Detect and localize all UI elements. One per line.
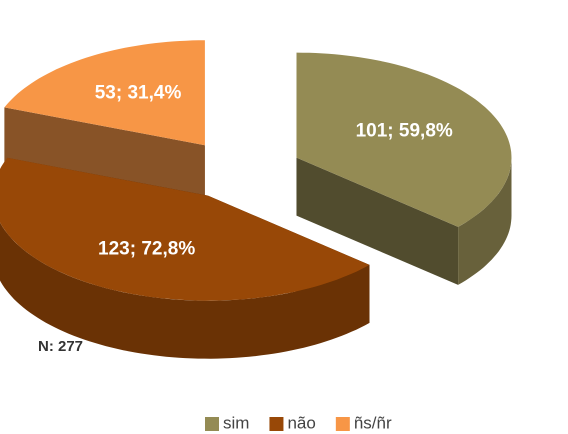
slice-wall	[0, 222, 370, 359]
pie-slice	[0, 157, 370, 359]
legend-label: sim	[223, 413, 249, 432]
slice-side	[4, 107, 205, 204]
data-label: 53; 31,4%	[95, 82, 182, 103]
annotation: N: 277	[38, 338, 83, 355]
slice-top	[296, 52, 512, 227]
data-label: 101; 59,8%	[356, 121, 453, 142]
legend-swatch	[205, 417, 219, 431]
slice-side	[296, 157, 459, 285]
slice-top	[4, 40, 205, 146]
legend-swatch	[269, 417, 284, 431]
legend-swatch	[335, 417, 350, 431]
pie-slice	[296, 52, 512, 285]
legend-label: ñs/ñr	[354, 413, 392, 432]
legend-label: não	[287, 413, 315, 432]
slice-wall	[458, 157, 512, 285]
data-label: 123; 72,8%	[98, 239, 195, 260]
slice-top	[0, 157, 370, 301]
pie-slice	[4, 40, 205, 204]
